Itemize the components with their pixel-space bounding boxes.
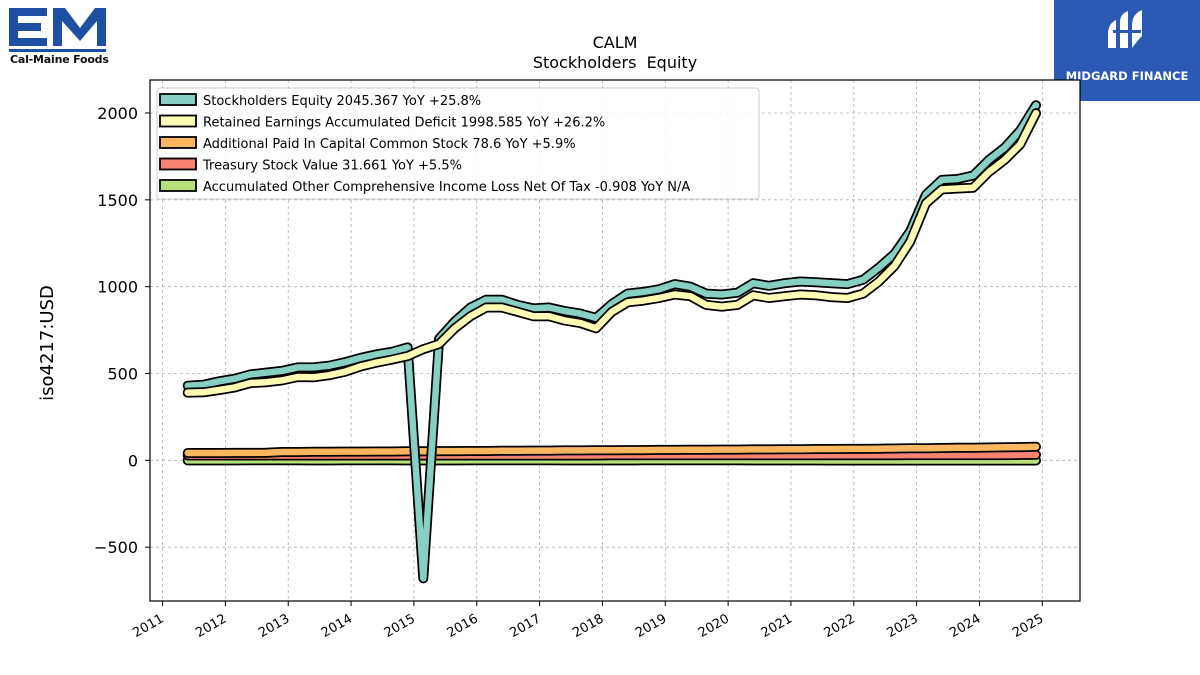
x-tick-label: 2018	[570, 611, 606, 641]
y-tick-label: 0	[128, 451, 138, 470]
series-line	[184, 109, 1040, 396]
y-tick-label: 500	[107, 364, 138, 383]
x-tick-label: 2019	[633, 611, 669, 641]
legend-entry: Retained Earnings Accumulated Deficit 19…	[203, 116, 605, 131]
x-tick-label: 2016	[445, 611, 481, 641]
legend-swatch	[159, 114, 197, 128]
x-tick-label: 2023	[884, 611, 920, 641]
legend-entry: Accumulated Other Comprehensive Income L…	[203, 180, 690, 195]
cal-maine-logo-mark	[9, 8, 106, 52]
x-tick-label: 2021	[759, 611, 795, 641]
legend-swatch	[159, 179, 197, 192]
series-line	[184, 101, 1040, 582]
y-tick-label: 1000	[97, 278, 138, 297]
x-tick-label: 2024	[947, 611, 983, 641]
y-tick-label: 1500	[97, 191, 138, 210]
x-tick-label: 2025	[1010, 611, 1046, 641]
legend-entry: Treasury Stock Value 31.661 YoY +5.5%	[202, 159, 462, 174]
midgard-finance-wordmark: MIDGARD FINANCE	[1065, 69, 1189, 83]
y-tick-label: −500	[94, 538, 138, 557]
y-axis-label: iso4217:USD	[37, 285, 58, 401]
plot-area: −500 0 500 1000 1500 2000 2011 2012 2013 2014 2015…	[94, 79, 1081, 641]
x-tick-label: 2014	[319, 611, 355, 641]
y-tick-label: 2000	[97, 104, 138, 123]
cal-maine-foods-wordmark: Cal-Maine Foods	[10, 53, 109, 66]
cal-maine-foods-logo: Cal-Maine Foods	[6, 4, 110, 66]
legend: Stockholders Equity 2045.367 YoY +25.8% R…	[156, 87, 760, 200]
legend-swatch	[159, 157, 197, 171]
x-tick-label: 2020	[696, 611, 732, 641]
chart-subtitle: Stockholders Equity	[533, 53, 697, 72]
midgard-finance-logo: MIDGARD FINANCE	[1054, 0, 1200, 101]
legend-entry: Additional Paid In Capital Common Stock …	[203, 137, 576, 152]
x-tick-label: 2012	[193, 611, 229, 641]
legend-swatch	[159, 136, 197, 149]
x-tick-label: 2022	[822, 611, 858, 641]
axes-frame	[149, 79, 1081, 602]
x-tick-label: 2015	[382, 611, 418, 641]
legend-box	[156, 87, 760, 200]
midgard-logo-mark	[1108, 10, 1142, 48]
legend-entry: Stockholders Equity 2045.367 YoY +25.8%	[203, 94, 481, 109]
x-tick-label: 2011	[130, 611, 166, 641]
legend-swatch	[159, 93, 197, 106]
x-tick-label: 2013	[256, 611, 292, 641]
x-tick-label: 2017	[507, 611, 543, 641]
chart-title: CALM	[593, 33, 638, 52]
series-line	[184, 443, 1040, 457]
